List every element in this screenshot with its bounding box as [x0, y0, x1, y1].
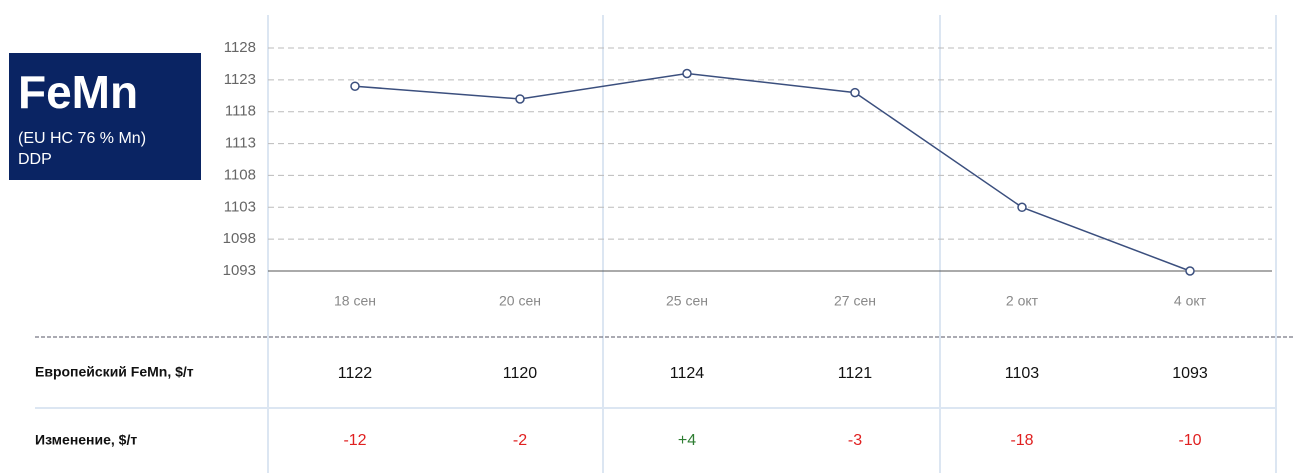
change-cell: -2 [513, 432, 527, 449]
change-cell: -12 [343, 432, 366, 449]
table-cell: 1122 [338, 365, 373, 382]
y-tick-label: 1098 [223, 230, 256, 247]
table-cell: 1093 [1172, 365, 1208, 382]
y-tick-label: 1128 [224, 39, 256, 56]
subtitle: (EU HC 76 % Mn) [18, 130, 146, 147]
x-tick-label: 18 сен [334, 293, 376, 309]
title-box [9, 53, 201, 180]
change-cell: -3 [848, 432, 862, 449]
change-cell: +4 [678, 432, 696, 449]
y-tick-label: 1103 [224, 198, 256, 215]
subtitle: DDP [18, 151, 52, 168]
chart-title: FeMn [18, 66, 138, 118]
y-tick-label: 1123 [224, 71, 256, 88]
change-cell: -10 [1178, 432, 1201, 449]
x-tick-label: 4 окт [1174, 293, 1207, 309]
y-tick-label: 1108 [224, 166, 256, 183]
point [515, 94, 525, 104]
point [682, 68, 692, 79]
x-tick-label: 20 сен [499, 293, 541, 309]
separators [267, 15, 1277, 473]
table-cell: 1121 [838, 365, 873, 382]
point [1185, 266, 1195, 276]
x-tick-label: 25 сен [666, 293, 708, 309]
y-tick-label: 1093 [223, 262, 256, 279]
change-cell: -18 [1010, 432, 1033, 449]
point [1017, 202, 1027, 213]
y-tick-label: 1118 [225, 103, 256, 120]
point [850, 87, 860, 98]
x-tick-label: 2 окт [1006, 293, 1039, 309]
table-cell: 1103 [1005, 365, 1040, 382]
table-cell: 1124 [670, 365, 705, 382]
series-line [354, 72, 1191, 272]
x-tick-label: 27 сен [834, 293, 876, 309]
row-label: Изменение, $/т [35, 432, 137, 448]
table-cell: 1120 [503, 365, 538, 382]
y-tick-label: 1113 [225, 135, 256, 152]
point [350, 81, 360, 91]
row-label: Европейский FeMn, $/т [35, 364, 194, 380]
